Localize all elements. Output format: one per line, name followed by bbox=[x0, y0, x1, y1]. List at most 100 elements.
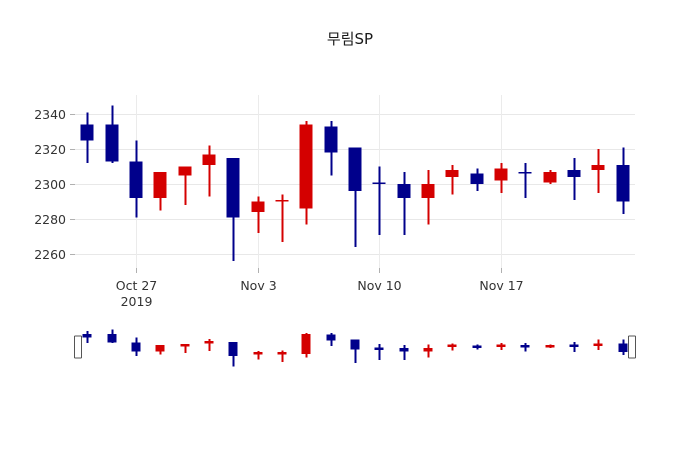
candle-body bbox=[80, 124, 94, 141]
navigator-candlestick[interactable] bbox=[131, 337, 141, 356]
range-navigator[interactable] bbox=[82, 329, 628, 367]
candle-body bbox=[348, 147, 362, 191]
navigator-candle-body bbox=[326, 334, 336, 341]
candlestick[interactable] bbox=[348, 147, 362, 247]
navigator-candlestick[interactable] bbox=[447, 343, 457, 351]
candle-body bbox=[226, 157, 240, 218]
candle-body bbox=[421, 184, 435, 198]
navigator-candle-body bbox=[277, 351, 287, 355]
candlestick[interactable] bbox=[178, 166, 192, 206]
candle-body bbox=[494, 168, 508, 181]
x-tick-sublabel: 2019 bbox=[121, 294, 153, 309]
candlestick[interactable] bbox=[445, 164, 459, 195]
candlestick[interactable] bbox=[202, 145, 216, 197]
candle-body bbox=[299, 124, 313, 209]
navigator-candlestick[interactable] bbox=[350, 339, 360, 363]
navigator-candlestick[interactable] bbox=[107, 329, 117, 343]
navigator-candle-body bbox=[82, 333, 92, 338]
navigator-candle-body bbox=[496, 344, 506, 348]
x-tick-label: Oct 27 bbox=[116, 278, 158, 293]
candlestick[interactable] bbox=[494, 163, 508, 193]
navigator-candlestick[interactable] bbox=[593, 339, 603, 351]
right-range-handle[interactable] bbox=[628, 335, 636, 359]
left-range-handle[interactable] bbox=[74, 335, 82, 359]
navigator-candle-body bbox=[131, 342, 141, 352]
navigator-candle-body bbox=[228, 341, 238, 356]
navigator-candle-body bbox=[204, 340, 214, 344]
candlestick[interactable] bbox=[275, 194, 289, 242]
navigator-candle-body bbox=[253, 352, 263, 355]
candlestick[interactable] bbox=[80, 112, 94, 163]
x-tick-label: Nov 3 bbox=[240, 278, 276, 293]
y-tick-label: 2300 bbox=[34, 177, 66, 192]
navigator-candle-body bbox=[569, 344, 579, 348]
candlestick[interactable] bbox=[129, 140, 143, 218]
candlestick[interactable] bbox=[299, 121, 313, 225]
navigator-candlestick[interactable] bbox=[277, 350, 287, 362]
navigator-candlestick[interactable] bbox=[545, 344, 555, 348]
navigator-candle-body bbox=[520, 345, 530, 348]
x-tick-label: Nov 17 bbox=[479, 278, 523, 293]
navigator-candle-body bbox=[107, 333, 117, 343]
candlestick[interactable] bbox=[470, 168, 484, 191]
y-tick-label: 2340 bbox=[34, 107, 66, 122]
candle-body bbox=[202, 154, 216, 165]
navigator-candle-body bbox=[545, 345, 555, 348]
navigator-candlestick[interactable] bbox=[423, 344, 433, 358]
y-tick-label: 2260 bbox=[34, 247, 66, 262]
candle-body bbox=[591, 164, 605, 170]
candle-body bbox=[470, 173, 484, 184]
navigator-candlestick[interactable] bbox=[496, 343, 506, 351]
candlestick[interactable] bbox=[543, 170, 557, 184]
candlestick[interactable] bbox=[324, 121, 338, 176]
navigator-candlestick[interactable] bbox=[228, 341, 238, 367]
candle-body bbox=[543, 171, 557, 183]
candlestick[interactable] bbox=[105, 105, 119, 163]
navigator-candle-body bbox=[180, 343, 190, 347]
candlestick[interactable] bbox=[421, 170, 435, 225]
navigator-candle-body bbox=[350, 339, 360, 350]
x-tick-label: Nov 10 bbox=[357, 278, 401, 293]
navigator-candlestick[interactable] bbox=[155, 345, 165, 355]
navigator-candlestick[interactable] bbox=[253, 350, 263, 360]
candlestick[interactable] bbox=[226, 157, 240, 261]
navigator-candlestick[interactable] bbox=[180, 343, 190, 353]
candlestick[interactable] bbox=[397, 171, 411, 235]
candle-body bbox=[567, 170, 581, 177]
navigator-candlestick[interactable] bbox=[520, 343, 530, 352]
navigator-candle-body bbox=[155, 345, 165, 352]
candle-body bbox=[275, 199, 289, 202]
navigator-candlestick[interactable] bbox=[82, 330, 92, 343]
navigator-candle-body bbox=[374, 347, 384, 351]
navigator-candlestick[interactable] bbox=[618, 339, 628, 356]
candlestick[interactable] bbox=[251, 196, 265, 233]
candle-body bbox=[153, 171, 167, 198]
candle-body bbox=[518, 171, 532, 174]
candlestick[interactable] bbox=[567, 157, 581, 200]
candlestick[interactable] bbox=[616, 147, 630, 214]
candlestick[interactable] bbox=[518, 163, 532, 198]
navigator-candle-body bbox=[399, 348, 409, 352]
candlestick[interactable] bbox=[591, 149, 605, 193]
navigator-candle-body bbox=[301, 333, 311, 354]
navigator-candlestick[interactable] bbox=[301, 333, 311, 358]
navigator-candlestick[interactable] bbox=[472, 344, 482, 350]
candle-body bbox=[616, 164, 630, 202]
page-title: 무림SP bbox=[326, 30, 374, 48]
candle-body bbox=[445, 170, 459, 177]
candle-body bbox=[105, 124, 119, 162]
navigator-candlestick[interactable] bbox=[399, 345, 409, 361]
candlestick[interactable] bbox=[153, 171, 167, 211]
candlestick[interactable] bbox=[372, 166, 386, 235]
navigator-candle-body bbox=[593, 343, 603, 346]
navigator-candlestick[interactable] bbox=[326, 333, 336, 346]
navigator-candlestick[interactable] bbox=[204, 338, 214, 351]
candle-body bbox=[372, 182, 386, 184]
navigator-candlestick[interactable] bbox=[569, 341, 579, 352]
navigator-candle-body bbox=[423, 348, 433, 352]
navigator-candlestick[interactable] bbox=[374, 343, 384, 361]
navigator-candle-body bbox=[447, 344, 457, 348]
candle-body bbox=[324, 126, 338, 153]
